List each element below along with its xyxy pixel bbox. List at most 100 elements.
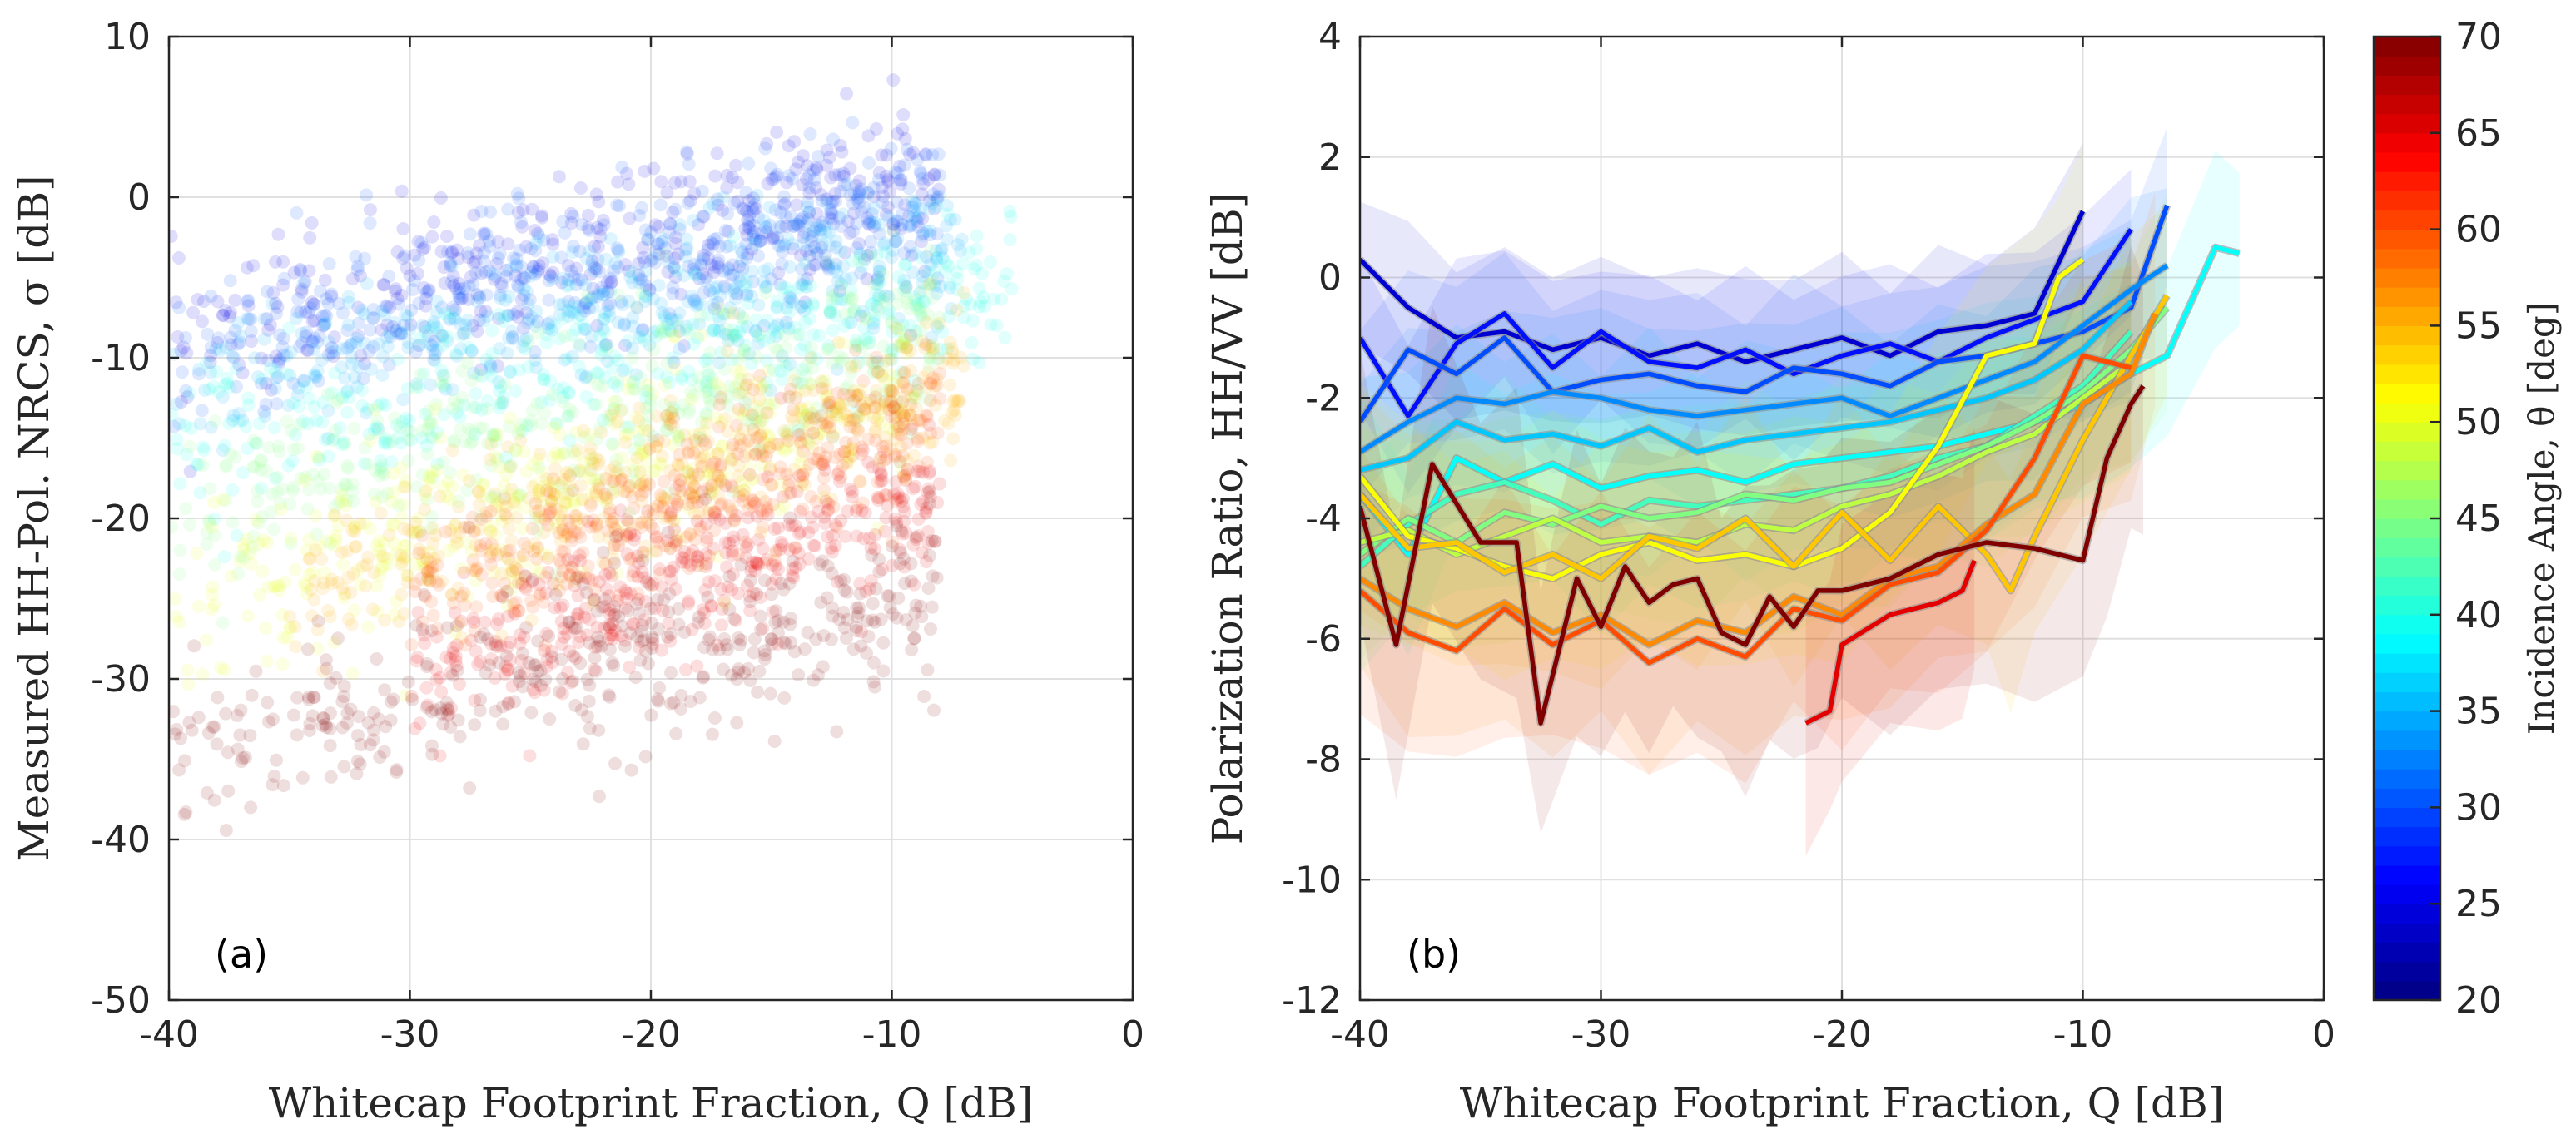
scatter-point: [653, 198, 668, 212]
scatter-point: [872, 218, 886, 232]
scatter-point: [740, 251, 754, 265]
scatter-point: [718, 224, 732, 238]
scatter-point: [740, 288, 754, 302]
scatter-point: [521, 297, 535, 311]
scatter-point: [733, 432, 747, 446]
scatter-point: [668, 270, 682, 284]
scatter-point: [730, 672, 744, 686]
scatter-point: [553, 308, 567, 322]
scatter-point: [747, 496, 762, 510]
scatter-point: [575, 218, 589, 232]
scatter-point: [562, 278, 576, 292]
scatter-point: [205, 520, 219, 534]
scatter-point: [276, 278, 290, 292]
scatter-point: [787, 135, 802, 149]
scatter-point: [680, 437, 694, 451]
scatter-point: [841, 504, 855, 518]
colorbar-level: [2374, 383, 2440, 404]
scatter-point: [453, 423, 467, 437]
scatter-point: [706, 286, 720, 300]
colorbar-level: [2374, 672, 2440, 693]
scatter-point: [879, 207, 893, 221]
scatter-point: [920, 224, 934, 238]
scatter-point: [268, 472, 282, 486]
scatter-point: [846, 197, 861, 211]
scatter-point: [233, 728, 247, 742]
scatter-point: [375, 368, 390, 382]
scatter-point: [927, 265, 941, 280]
scatter-point: [491, 251, 505, 265]
scatter-point: [411, 235, 425, 249]
scatter-point: [484, 205, 498, 219]
scatter-point: [879, 511, 893, 525]
scatter-point: [775, 257, 789, 271]
scatter-point: [727, 196, 742, 210]
scatter-point: [204, 365, 218, 379]
scatter-point: [480, 394, 494, 409]
scatter-point: [655, 235, 669, 249]
scatter-point: [546, 450, 560, 464]
scatter-point: [916, 176, 931, 191]
scatter-point: [452, 290, 466, 304]
scatter-point: [740, 204, 754, 218]
scatter-point: [315, 415, 330, 429]
scatter-point: [578, 371, 593, 385]
scatter-point: [529, 319, 543, 334]
scatter-point: [914, 309, 928, 323]
scatter-point: [449, 349, 464, 363]
scatter-point: [261, 696, 275, 710]
scatter-point: [596, 545, 610, 559]
scatter-point: [653, 681, 667, 695]
scatter-point: [716, 203, 730, 217]
scatter-point: [600, 275, 614, 290]
scatter-point: [836, 169, 851, 183]
scatter-point: [783, 285, 797, 299]
scatter-point: [325, 290, 339, 304]
scatter-point: [673, 306, 687, 320]
scatter-point: [359, 406, 373, 420]
scatter-point: [646, 429, 660, 443]
scatter-point: [906, 619, 920, 633]
colorbar-tick-label: 60: [2455, 209, 2502, 251]
scatter-point: [592, 723, 606, 737]
colorbar-level: [2374, 633, 2440, 654]
colorbar-level: [2374, 422, 2440, 442]
scatter-point: [866, 297, 880, 311]
scatter-point: [741, 296, 755, 310]
scatter-point: [757, 264, 772, 278]
colorbar-level: [2374, 614, 2440, 635]
scatter-point: [209, 342, 223, 356]
colorbar-level: [2374, 788, 2440, 808]
scatter-point: [941, 232, 955, 246]
scatter-point: [668, 236, 682, 250]
scatter-point: [376, 549, 390, 563]
scatter-point: [569, 323, 583, 337]
scatter-point: [416, 242, 430, 256]
scatter-point: [757, 334, 771, 348]
scatter-point: [596, 322, 610, 336]
scatter-point: [280, 414, 294, 428]
scatter-point: [452, 276, 466, 290]
scatter-point: [534, 663, 548, 677]
scatter-point: [618, 317, 632, 331]
scatter-point: [900, 341, 914, 355]
scatter-point: [643, 283, 657, 297]
scatter-point: [426, 537, 440, 551]
scatter-point: [581, 293, 595, 307]
scatter-point: [504, 411, 518, 425]
scatter-point: [809, 161, 823, 175]
scatter-point: [800, 299, 814, 313]
scatter-point: [201, 327, 215, 341]
scatter-point: [804, 234, 818, 248]
scatter-point: [814, 229, 828, 243]
scatter-point: [312, 329, 326, 343]
scatter-point: [682, 157, 696, 171]
scatter-point: [722, 261, 736, 275]
scatter-point: [735, 254, 749, 268]
scatter-point: [638, 164, 652, 178]
scatter-point: [679, 243, 693, 257]
scatter-point: [474, 266, 489, 280]
scatter-point: [241, 398, 256, 412]
scatter-point: [862, 217, 876, 231]
